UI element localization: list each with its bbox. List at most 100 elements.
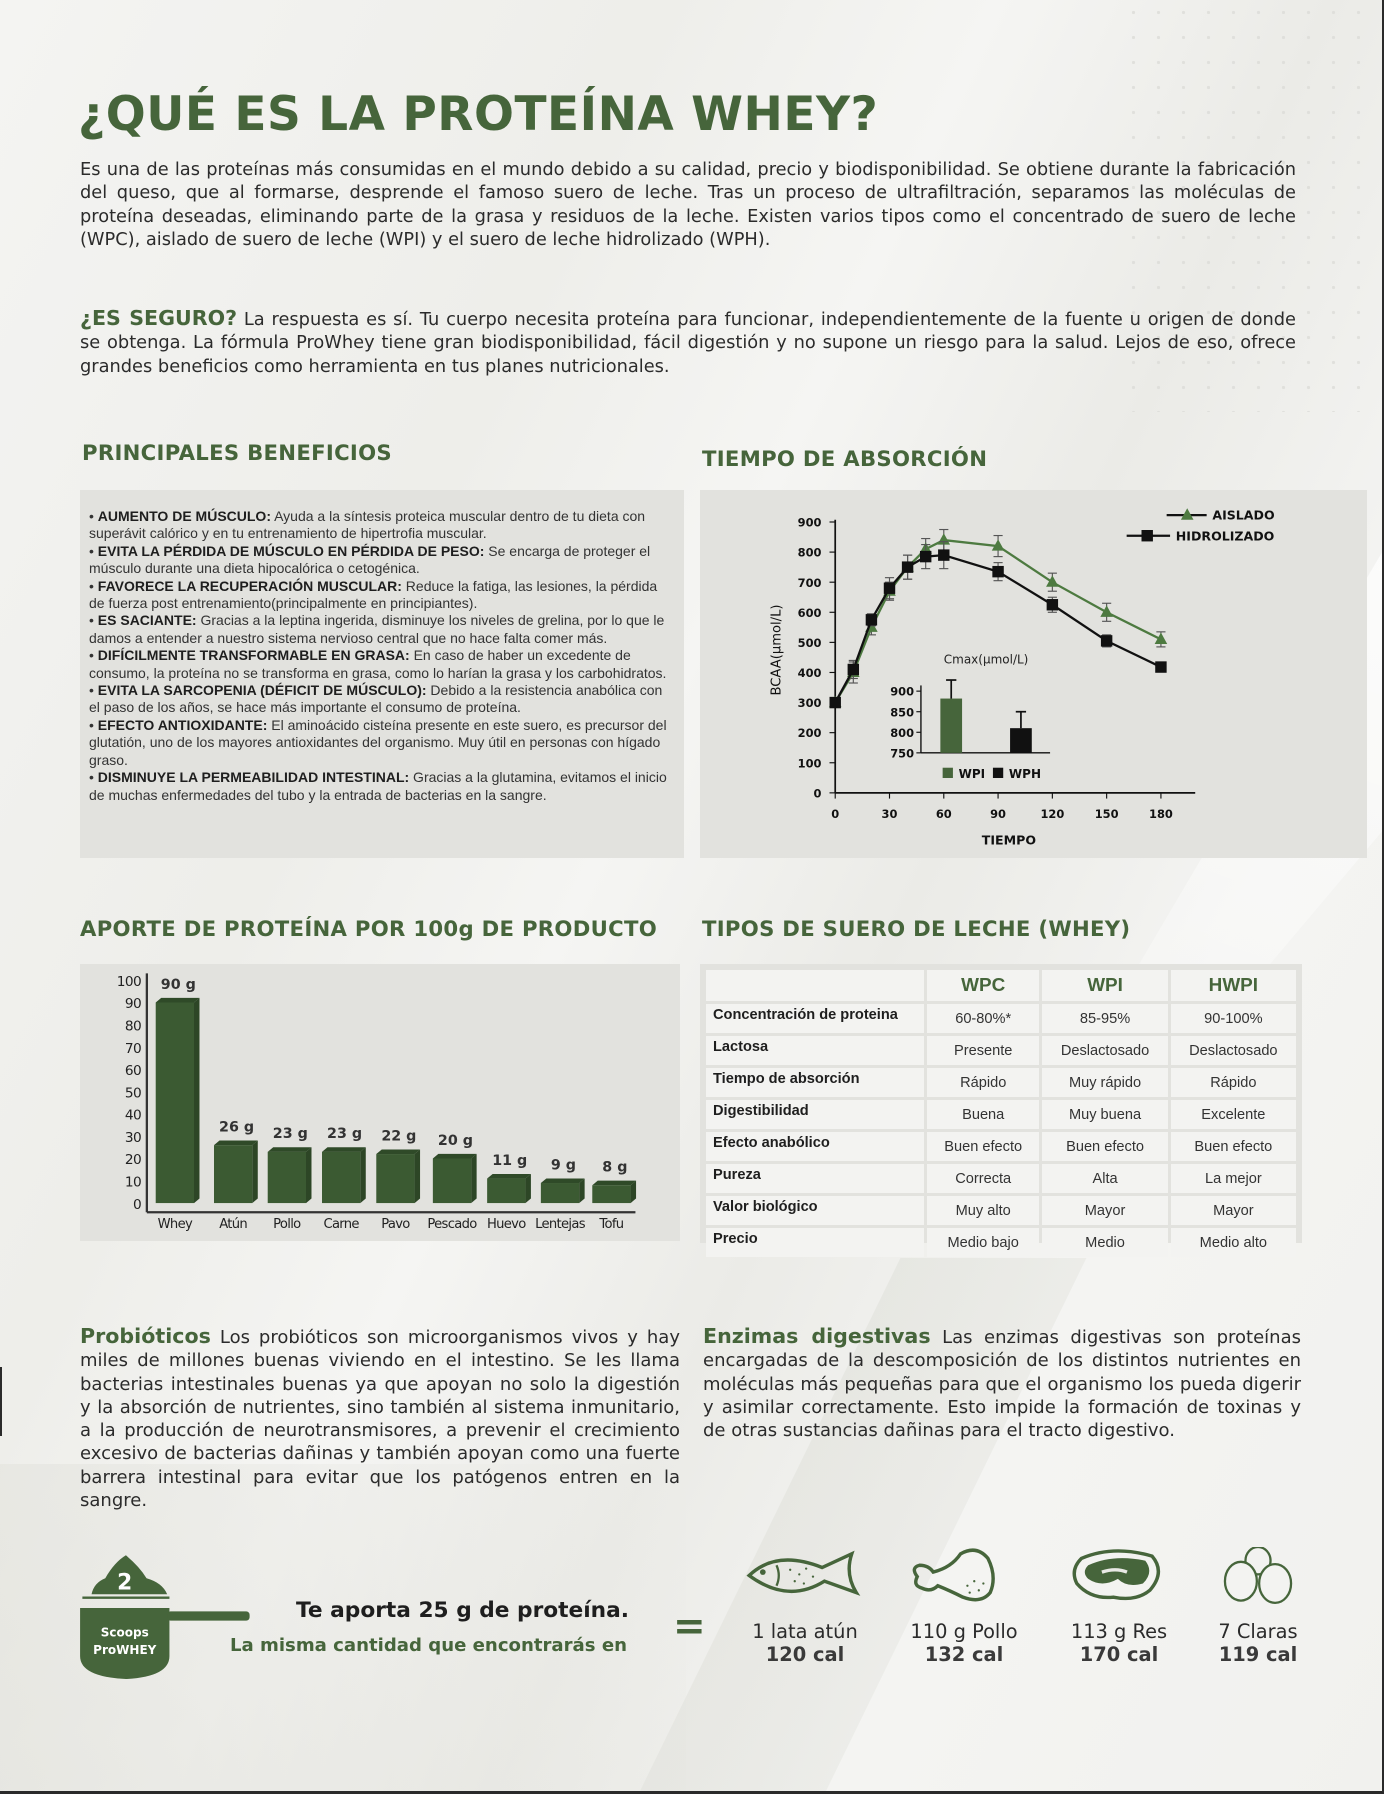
row-label: Precio (706, 1228, 924, 1257)
data-point (992, 565, 1004, 578)
y-tick-label: 300 (798, 696, 822, 710)
table-cell: 85-95% (1042, 1004, 1168, 1033)
table-row: Concentración de proteina 60-80%* 85-95% 90… (706, 1004, 1296, 1033)
table-cell: Correcta (927, 1164, 1040, 1193)
bar-side (579, 1178, 585, 1204)
column-header: HWPI (1170, 970, 1296, 1001)
frame-border (0, 1791, 1384, 1794)
row-label: Efecto anabólico (706, 1132, 924, 1161)
table-corner (706, 970, 924, 1001)
food-item-chicken: 110 g Pollo 132 cal (884, 1547, 1044, 1666)
probiotics-text: Los probióticos son microorganismos vivo… (80, 1327, 680, 1512)
frame-border (1382, 0, 1384, 1794)
x-tick-label: 180 (1149, 807, 1173, 821)
benefit-text: Reduce la fatiga, las lesiones, la pérdi… (89, 577, 658, 612)
benefit-text: Se encarga de proteger el músculo durant… (89, 542, 651, 577)
category-label: Huevo (487, 1217, 526, 1232)
scoop-label-1: Scoops (101, 1626, 149, 1640)
bar-pavo (376, 1154, 415, 1204)
table-cell: Buen efecto (927, 1132, 1040, 1161)
y-axis-label: BCAA(µmol/L) (769, 604, 784, 695)
table-cell: Muy alto (927, 1196, 1040, 1225)
benefit-title: EVITA LA PÉRDIDA DE MÚSCULO EN PÉRDIDA D… (97, 542, 485, 559)
legend-marker (1180, 508, 1194, 520)
table-cell: Buen efecto (1042, 1132, 1168, 1161)
benefit-text: Debido a la resistencia anabólica con el… (89, 682, 663, 716)
bar-side (525, 1173, 531, 1204)
benefit-title: DIFÍCILMENTE TRANSFORMABLE EN GRASA: (97, 647, 410, 664)
bar-top (592, 1180, 637, 1186)
table-cell: Buena (927, 1100, 1040, 1129)
legend-label: HIDROLIZADO (1176, 528, 1275, 543)
y-tick-label: 70 (125, 1041, 141, 1057)
benefit-text: En caso de haber un excedente de consumo… (89, 647, 667, 681)
table-row: Efecto anabólico Buen efecto Buen efecto Bu… (706, 1132, 1296, 1161)
y-tick-label: 40 (125, 1108, 141, 1124)
inset-tick-label: 900 (890, 685, 914, 699)
table-cell: Mayor (1042, 1196, 1168, 1225)
bar-side (414, 1149, 421, 1204)
table-row: Tiempo de absorción Rápido Muy rápido Rápid… (706, 1068, 1296, 1097)
food-item-beef: 113 g Res 170 cal (1039, 1547, 1199, 1666)
table-cell: Mayor (1170, 1196, 1296, 1225)
benefit-title: EFECTO ANTIOXIDANTE: (97, 716, 268, 733)
bar-top (487, 1173, 531, 1179)
table-cell: Presente (927, 1036, 1040, 1065)
inset-title: Cmax(µmol/L) (944, 653, 1029, 667)
bar-value-label: 11 g (492, 1153, 527, 1169)
table-cell: Medio (1042, 1228, 1168, 1257)
inset-tick-label: 800 (890, 726, 914, 740)
y-tick-label: 500 (798, 636, 822, 650)
category-label: Pavo (381, 1217, 410, 1232)
benefit-item: • FAVORECE LA RECUPERACIÓN MUSCULAR: Red… (89, 577, 658, 612)
table-cell: Deslactosado (1042, 1036, 1168, 1065)
y-tick-label: 10 (125, 1175, 141, 1191)
food-quantity: 1 lata atún (752, 1620, 858, 1643)
x-tick-label: 30 (882, 807, 898, 821)
data-point (829, 696, 841, 709)
bar-side (630, 1180, 637, 1204)
steak-icon (1072, 1549, 1161, 1601)
page-title: ¿QUÉ ES LA PROTEÍNA WHEY? (78, 87, 879, 142)
y-tick-label: 0 (814, 786, 822, 800)
protein-amount-text: Te aporta 25 g de proteína. (295, 1598, 629, 1623)
table-row: Lactosa Presente Deslactosado Deslactosado (706, 1036, 1296, 1065)
same-amount-text: La misma cantidad que encontrarás en (229, 1635, 627, 1656)
table-cell: Medio bajo (927, 1228, 1040, 1257)
inset-legend-swatch (942, 767, 953, 778)
benefit-item: • EFECTO ANTIOXIDANTE: El aminoácido cis… (89, 716, 667, 768)
y-tick-label: 60 (125, 1063, 141, 1079)
benefit-item: • EVITA LA SARCOPENIA (DÉFICIT DE MÚSCUL… (89, 682, 663, 716)
benefit-text: El aminoácido cisteína presente en este … (89, 716, 667, 768)
legend-label: AISLADO (1212, 508, 1275, 523)
category-label: Pescado (427, 1217, 477, 1232)
category-label: Lentejas (535, 1217, 586, 1232)
category-label: Pollo (273, 1217, 301, 1232)
food-item-egg-whites: 7 Claras 119 cal (1178, 1547, 1338, 1666)
inset-legend-label: WPI (959, 767, 986, 781)
safety-text: La respuesta es sí. Tu cuerpo necesita p… (80, 309, 1296, 377)
y-tick-label: 100 (117, 974, 141, 990)
inset-tick-label: 750 (890, 746, 914, 760)
data-point (991, 539, 1005, 551)
bar-value-label: 23 g (327, 1126, 362, 1142)
x-tick-label: 150 (1095, 807, 1119, 821)
y-tick-label: 400 (798, 666, 822, 680)
table-cell: Excelente (1170, 1100, 1296, 1129)
bar-top (540, 1178, 585, 1184)
data-point (901, 561, 914, 573)
benefit-item: • DIFÍCILMENTE TRANSFORMABLE EN GRASA: E… (89, 647, 667, 681)
bar-top (214, 1140, 258, 1146)
bar-carne (322, 1151, 361, 1204)
table-cell: Rápido (927, 1068, 1040, 1097)
probiotics-paragraph: Probióticos Los probióticos son microorg… (80, 1324, 680, 1512)
x-tick-label: 60 (936, 807, 952, 821)
table-cell: 90-100% (1170, 1004, 1296, 1033)
benefit-item: • EVITA LA PÉRDIDA DE MÚSCULO EN PÉRDIDA… (89, 542, 651, 577)
frame-border (0, 1367, 2, 1436)
row-label: Tiempo de absorción (706, 1068, 924, 1097)
table-cell: 60-80%* (927, 1004, 1040, 1033)
chicken-leg-icon (912, 1548, 995, 1602)
table-cell: Muy rápido (1042, 1068, 1168, 1097)
